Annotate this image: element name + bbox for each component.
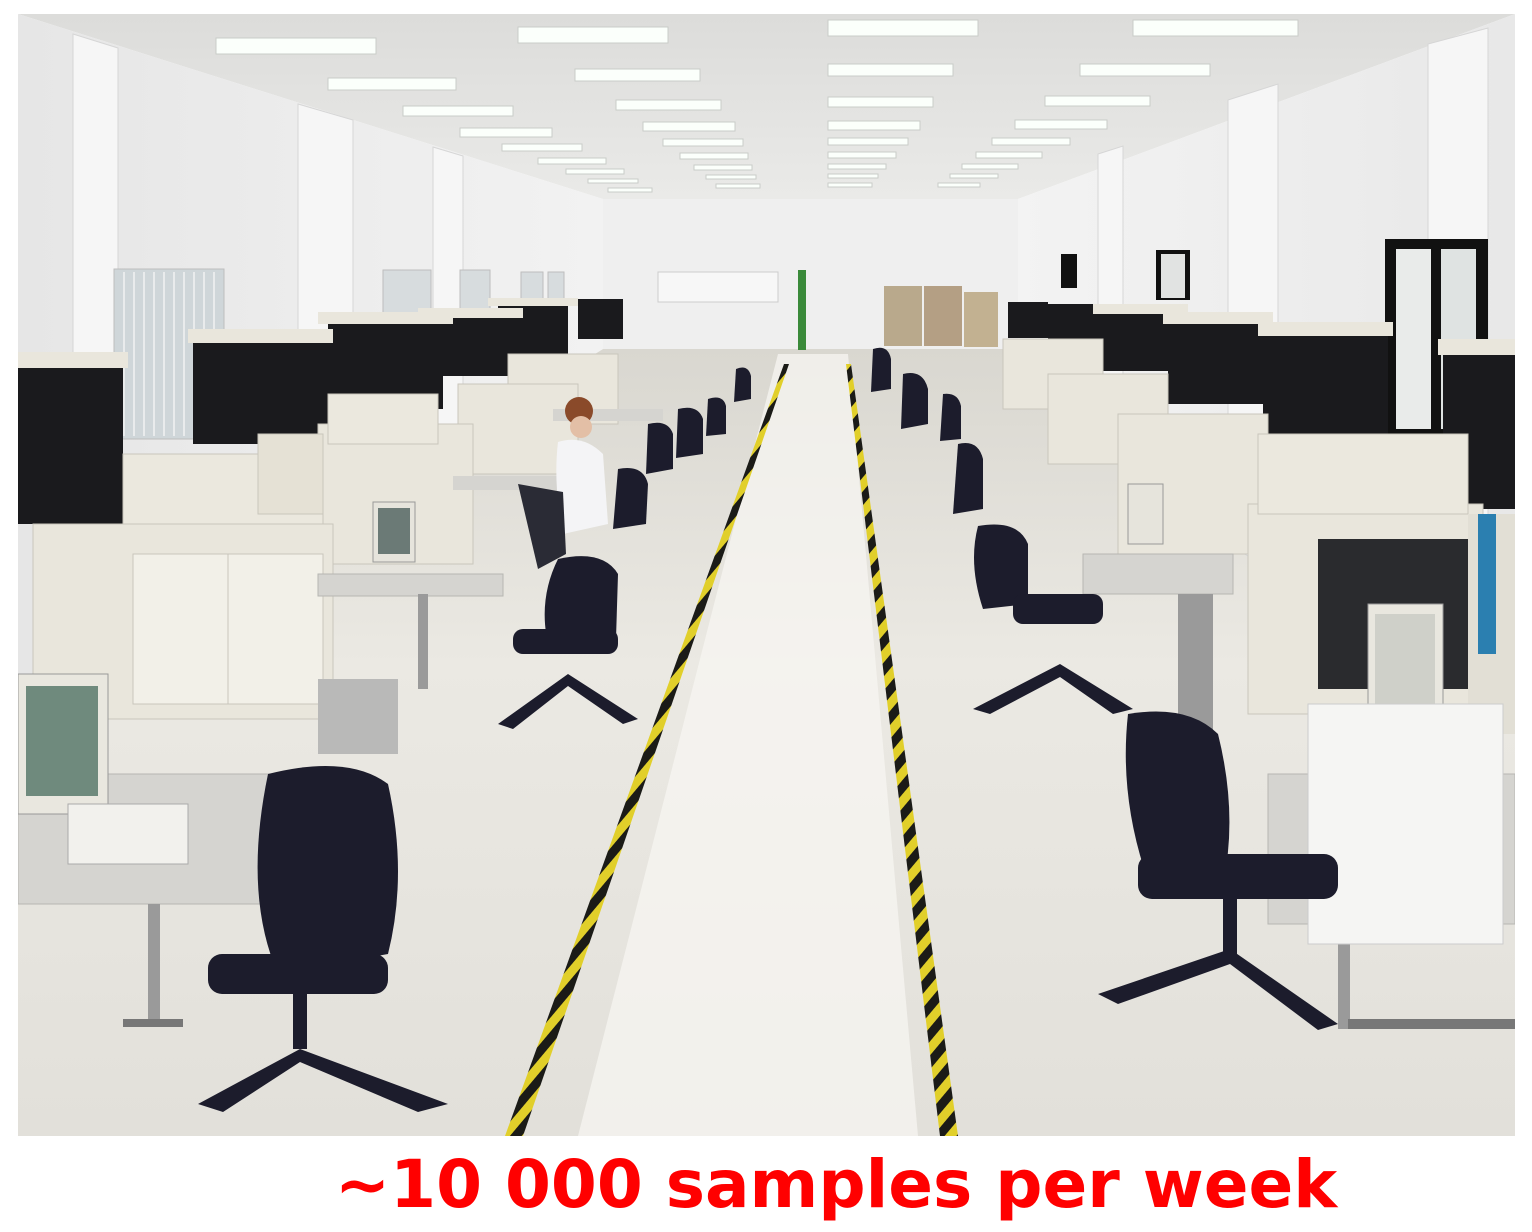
safety-tape-left: [505, 364, 789, 1136]
safety-tape-right: [846, 364, 958, 1136]
ceiling-lights: [215, 19, 1299, 193]
left-chairs: [198, 367, 751, 1112]
left-instrument-row: [18, 298, 623, 720]
lab-photo: [18, 14, 1515, 1136]
ceiling: [18, 14, 1515, 199]
caption-text: ~10 000 samples per week: [334, 1146, 1338, 1223]
back-shelves: [657, 270, 998, 350]
right-desks: [1082, 483, 1515, 1029]
right-chairs: [871, 347, 1338, 1030]
floor-reflection: [578, 354, 918, 1136]
lab-technician: [518, 397, 608, 569]
left-desks: [18, 409, 663, 1027]
